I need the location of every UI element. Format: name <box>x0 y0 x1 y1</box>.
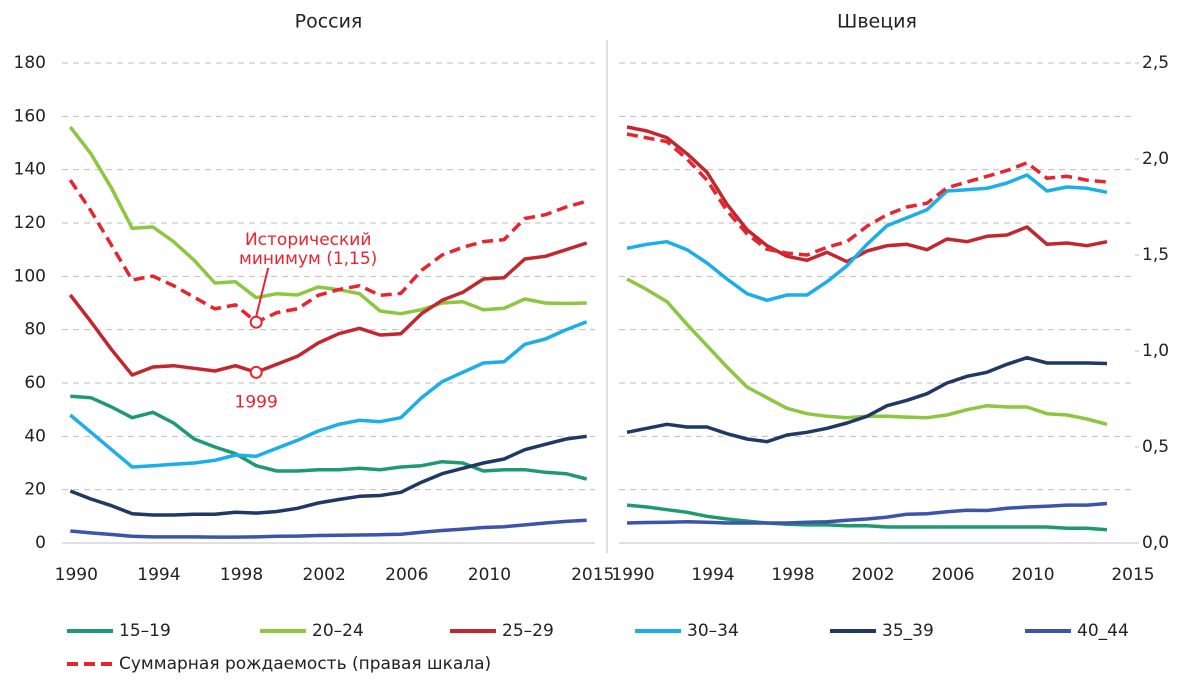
series-line <box>626 132 1108 257</box>
x-tick-label: 1990 <box>55 565 98 585</box>
y-tick-label: 80 <box>24 320 46 340</box>
series-line <box>626 355 1108 444</box>
y2-tick-label: 2,0 <box>1142 149 1169 169</box>
x-tick-label: 2015 <box>571 565 614 585</box>
panel-title: Россия <box>295 11 363 33</box>
series-line <box>69 434 587 517</box>
y-tick-label: 40 <box>24 426 46 446</box>
legend-label: 20–24 <box>312 621 364 641</box>
series-line <box>626 501 1108 525</box>
series-line <box>68 125 587 316</box>
annotation-marker <box>249 315 263 329</box>
legend-label: 40_44 <box>1077 621 1129 641</box>
legend-label: 25–29 <box>502 621 554 641</box>
series-line <box>626 125 1108 264</box>
series-line <box>68 179 588 324</box>
x-tick-label: 1998 <box>220 565 263 585</box>
annotation-leader <box>255 267 270 317</box>
legend-label: 15–19 <box>119 621 171 641</box>
legend-label: Суммарная рождаемость (правая шкала) <box>119 654 491 674</box>
y2-tick-label: 1,5 <box>1142 245 1169 265</box>
legend-label: 30–34 <box>687 621 739 641</box>
series-line <box>626 277 1108 426</box>
x-tick-label: 2010 <box>468 565 511 585</box>
x-tick-label: 2006 <box>385 565 428 585</box>
y-tick-label: 120 <box>14 213 46 233</box>
y-tick-label: 60 <box>24 373 46 393</box>
x-tick-label: 1998 <box>771 565 814 585</box>
series-line <box>69 320 588 469</box>
x-tick-label: 1994 <box>137 565 180 585</box>
annotation-text: 1999 <box>235 392 278 412</box>
x-tick-label: 2002 <box>303 565 346 585</box>
series-line <box>626 503 1108 532</box>
x-tick-label: 2010 <box>1011 565 1054 585</box>
series-line <box>70 518 587 539</box>
x-tick-label: 2002 <box>851 565 894 585</box>
y-tick-label: 20 <box>24 480 46 500</box>
y-tick-label: 0 <box>35 533 46 553</box>
x-tick-label: 1990 <box>611 565 654 585</box>
legend-label: 35_39 <box>882 621 934 641</box>
y2-tick-label: 2,5 <box>1142 53 1169 73</box>
y-tick-label: 100 <box>14 266 46 286</box>
y-tick-label: 140 <box>14 160 46 180</box>
y2-tick-label: 0,0 <box>1142 533 1169 553</box>
y2-tick-label: 0,5 <box>1142 437 1169 457</box>
x-tick-label: 2015 <box>1111 565 1154 585</box>
y2-tick-label: 1,0 <box>1142 341 1169 361</box>
series-line <box>70 394 588 481</box>
annotation-text: Исторический минимум (1,15) <box>239 230 377 269</box>
panel-title: Швеция <box>837 11 917 33</box>
y-tick-label: 180 <box>14 53 46 73</box>
x-tick-label: 1994 <box>691 565 734 585</box>
annotation-marker <box>249 365 263 379</box>
series-line <box>626 173 1108 303</box>
series-line <box>68 241 588 377</box>
x-tick-label: 2006 <box>931 565 974 585</box>
y-tick-label: 160 <box>14 106 46 126</box>
